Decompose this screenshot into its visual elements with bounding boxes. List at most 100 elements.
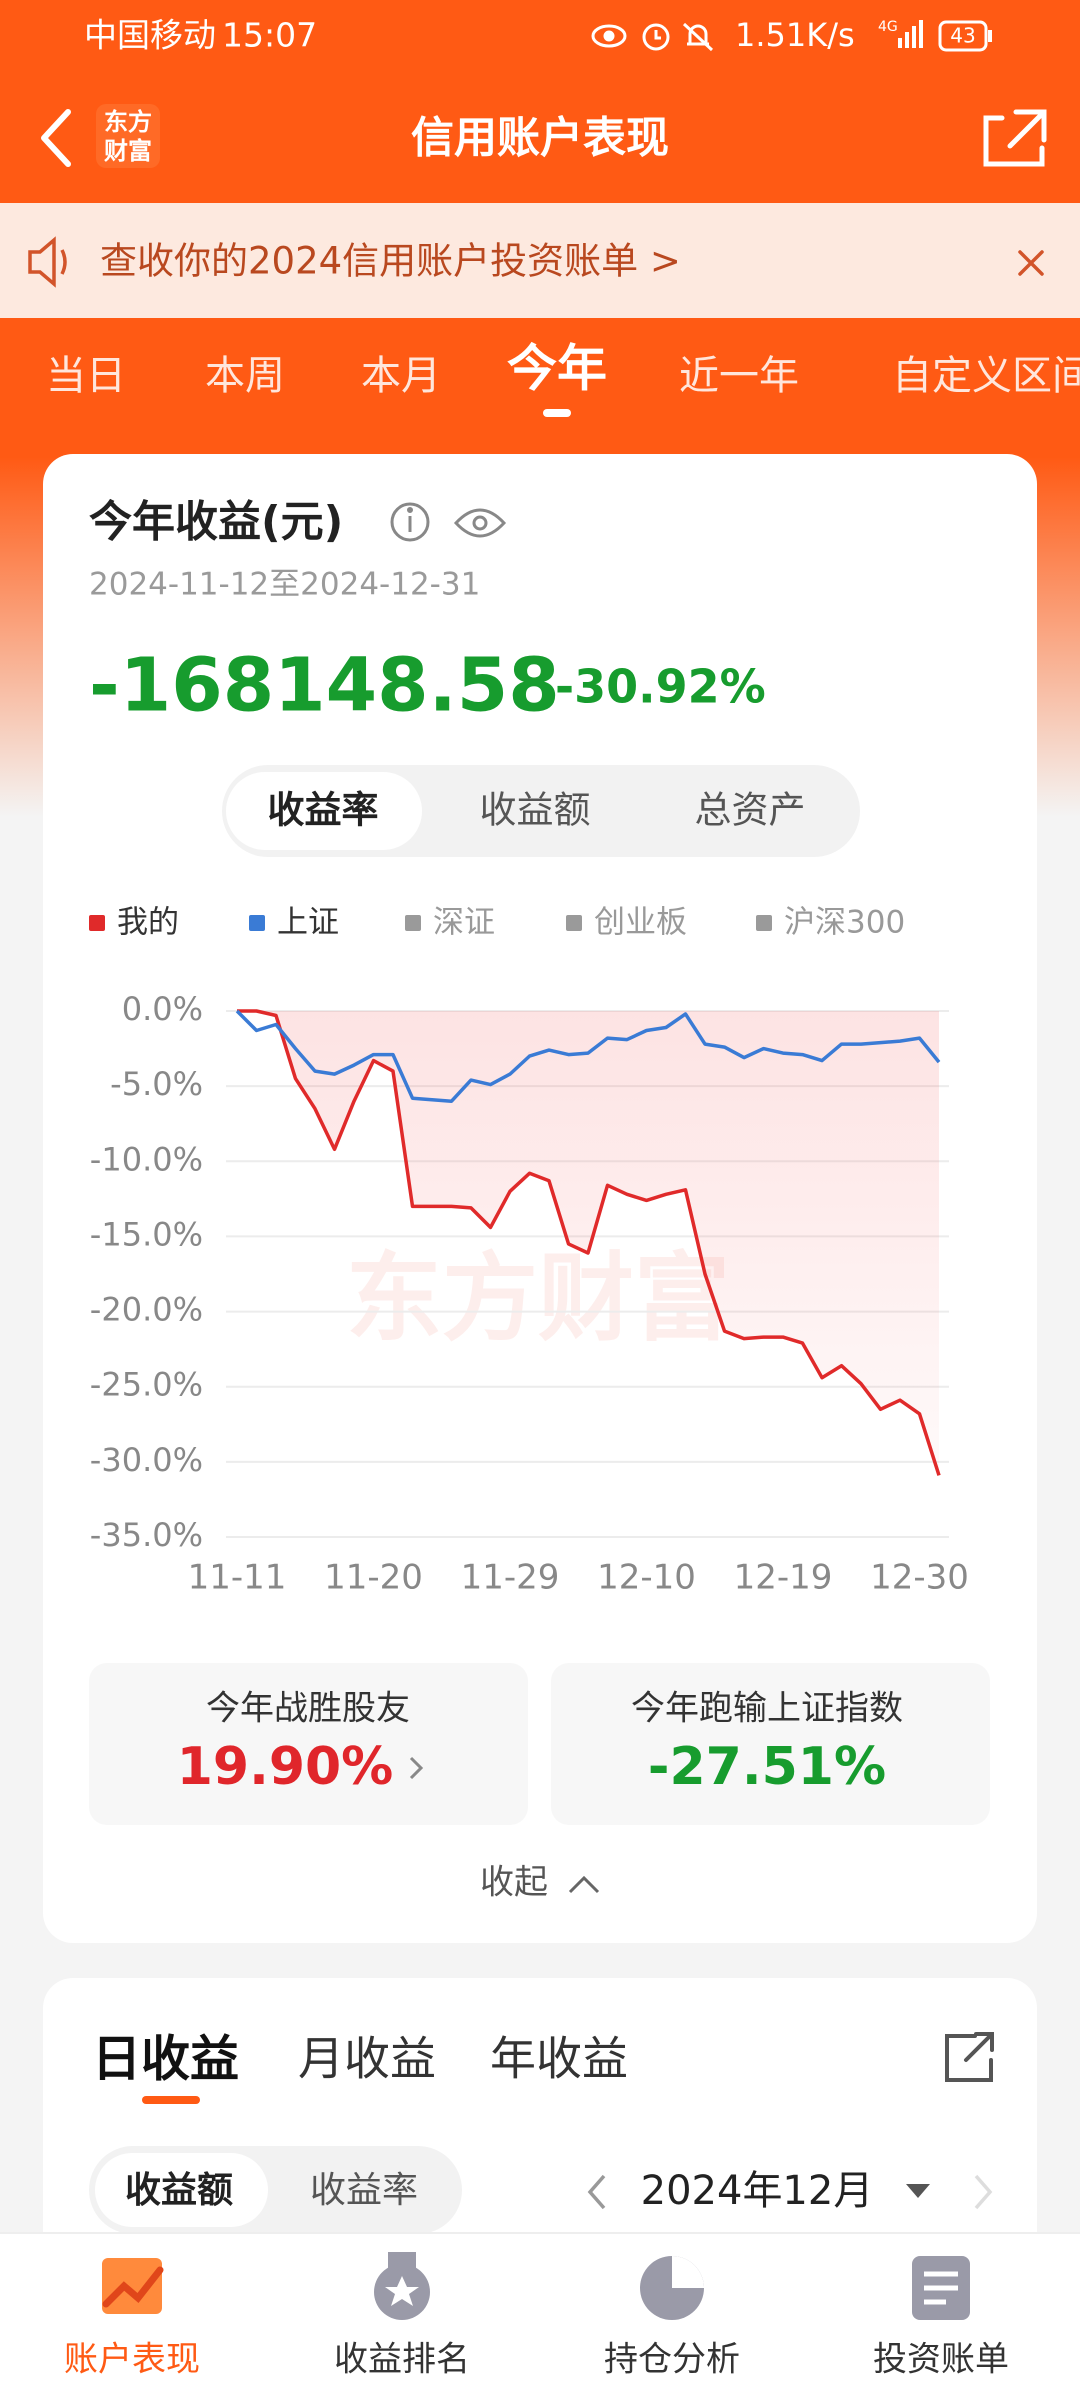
tab-indicator	[142, 2096, 200, 2104]
y-tick-label: -15.0%	[90, 1215, 203, 1253]
segment-selected	[95, 2153, 268, 2227]
page-title: 信用账户表现	[411, 114, 669, 164]
period-tabs: 当日 本周 本月 今年 近一年 自定义区间	[46, 340, 1080, 417]
y-tick-label: 0.0%	[122, 990, 203, 1028]
collapse-button[interactable]: 收起	[480, 1863, 548, 1903]
eye-icon[interactable]	[453, 508, 507, 538]
profit-amount: -168148.58	[89, 643, 560, 729]
segment[interactable]: 总资产	[695, 789, 806, 832]
prev-month[interactable]	[587, 2174, 606, 2210]
period-tab[interactable]: 本周	[205, 353, 285, 399]
y-tick-label: -20.0%	[90, 1291, 203, 1329]
area	[237, 1011, 939, 1476]
share-icon[interactable]	[945, 2032, 994, 2082]
month-label[interactable]: 2024年12月	[641, 2168, 874, 2214]
y-tick-label: -30.0%	[90, 1441, 203, 1479]
nav-label[interactable]: 投资账单	[873, 2340, 1009, 2380]
period-tab[interactable]: 当日	[46, 353, 126, 399]
legend-label[interactable]: 上证	[277, 905, 339, 941]
status-icons	[591, 22, 714, 52]
info-icon[interactable]	[390, 502, 430, 542]
legend-swatch	[756, 915, 772, 931]
profit-pct: -30.92%	[555, 660, 766, 714]
segment[interactable]: 收益额	[480, 789, 591, 832]
logo-text: 财富	[104, 137, 152, 165]
segment[interactable]: 收益率	[268, 789, 379, 832]
next-month[interactable]	[974, 2174, 993, 2210]
y-tick-label: -10.0%	[90, 1140, 203, 1178]
chart: 东方财富 0.0% -5.0% -10.0% -15.0% -20.0% -25.0% -30…	[89, 905, 969, 1598]
line	[237, 1009, 941, 1476]
back-button[interactable]	[41, 109, 71, 167]
legend-label[interactable]: 深证	[433, 905, 495, 941]
month-dropdown[interactable]	[906, 2184, 930, 2198]
period-tab[interactable]: 今年	[507, 340, 607, 398]
earnings-tab[interactable]: 日收益	[92, 2031, 239, 2088]
period-tab[interactable]: 本月	[361, 353, 441, 399]
net-speed: 1.51K/s	[735, 16, 855, 54]
earnings-tabs: 日收益 月收益 年收益	[92, 2031, 628, 2104]
stat-value: -27.51%	[648, 1737, 886, 1797]
chevron-up	[568, 1875, 600, 1894]
period-tab[interactable]: 自定义区间	[892, 353, 1080, 399]
tabs-bg	[0, 318, 1080, 458]
tab-indicator	[543, 409, 571, 417]
period-tab[interactable]: 近一年	[679, 353, 799, 399]
earnings-segments: 收益额 收益率	[95, 2153, 418, 2227]
segment[interactable]: 收益额	[125, 2170, 233, 2211]
nav-icon	[374, 2252, 430, 2320]
header-bg	[0, 0, 1080, 203]
banner[interactable]	[0, 203, 1080, 318]
segment[interactable]: 收益率	[310, 2170, 418, 2211]
time: 15:07	[222, 16, 317, 55]
legend-label[interactable]: 沪深300	[784, 905, 905, 941]
legend-label[interactable]: 我的	[117, 905, 179, 941]
legend-swatch	[249, 915, 265, 931]
y-tick-label: -25.0%	[90, 1366, 203, 1404]
network: 4G	[878, 19, 898, 35]
date-range: 2024-11-12至2024-12-31	[89, 567, 480, 603]
bottom-nav	[0, 2233, 1080, 2400]
line	[235, 1009, 941, 1103]
x-tick-label: 12-19	[734, 1558, 833, 1598]
share-button[interactable]	[983, 109, 1047, 167]
nav-icon	[102, 2258, 164, 2314]
battery-tip	[988, 30, 992, 42]
segment-selected	[226, 772, 422, 850]
battery	[938, 20, 988, 52]
watermark: 东方财富	[346, 1242, 730, 1354]
nav-icon	[912, 2256, 970, 2320]
x-tick-label: 11-20	[324, 1558, 423, 1598]
legend-swatch	[566, 915, 582, 931]
legend-label[interactable]: 创业板	[594, 905, 687, 941]
x-tick-label: 11-29	[461, 1558, 560, 1598]
earnings-tab[interactable]: 月收益	[298, 2032, 436, 2086]
signal	[898, 20, 923, 48]
banner-close[interactable]	[1018, 250, 1044, 276]
logo-text: 东方	[104, 108, 152, 136]
logo	[96, 104, 160, 168]
x-tick-label: 12-10	[597, 1558, 696, 1598]
earnings-tab[interactable]: 年收益	[490, 2032, 628, 2086]
y-tick-label: -35.0%	[90, 1516, 203, 1554]
banner-text[interactable]: 查收你的2024信用账户投资账单 >	[100, 240, 681, 283]
stat-box[interactable]	[89, 1663, 528, 1825]
segments: 收益率 收益额 总资产	[226, 772, 806, 850]
stat-box	[551, 1663, 990, 1825]
nav-label[interactable]: 收益排名	[334, 2340, 470, 2380]
nav-label[interactable]: 持仓分析	[604, 2340, 740, 2380]
chevron-right	[409, 1756, 424, 1780]
y-tick-label: -5.0%	[110, 1065, 203, 1103]
legend-swatch	[89, 915, 105, 931]
x-tick-label: 11-11	[188, 1558, 287, 1598]
x-tick-label: 12-30	[870, 1558, 969, 1598]
stat-value: 19.90%	[177, 1737, 394, 1797]
stat-label: 今年跑输上证指数	[631, 1689, 903, 1729]
speaker-icon	[28, 236, 67, 288]
bottom-nav-items: 账户表现 收益排名 持仓分析 投资账单	[64, 2340, 1009, 2380]
stat-label: 今年战胜股友	[206, 1689, 410, 1729]
battery-level: 43	[950, 24, 975, 48]
nav-label[interactable]: 账户表现	[64, 2340, 200, 2380]
summary-title: 今年收益(元)	[89, 498, 343, 548]
